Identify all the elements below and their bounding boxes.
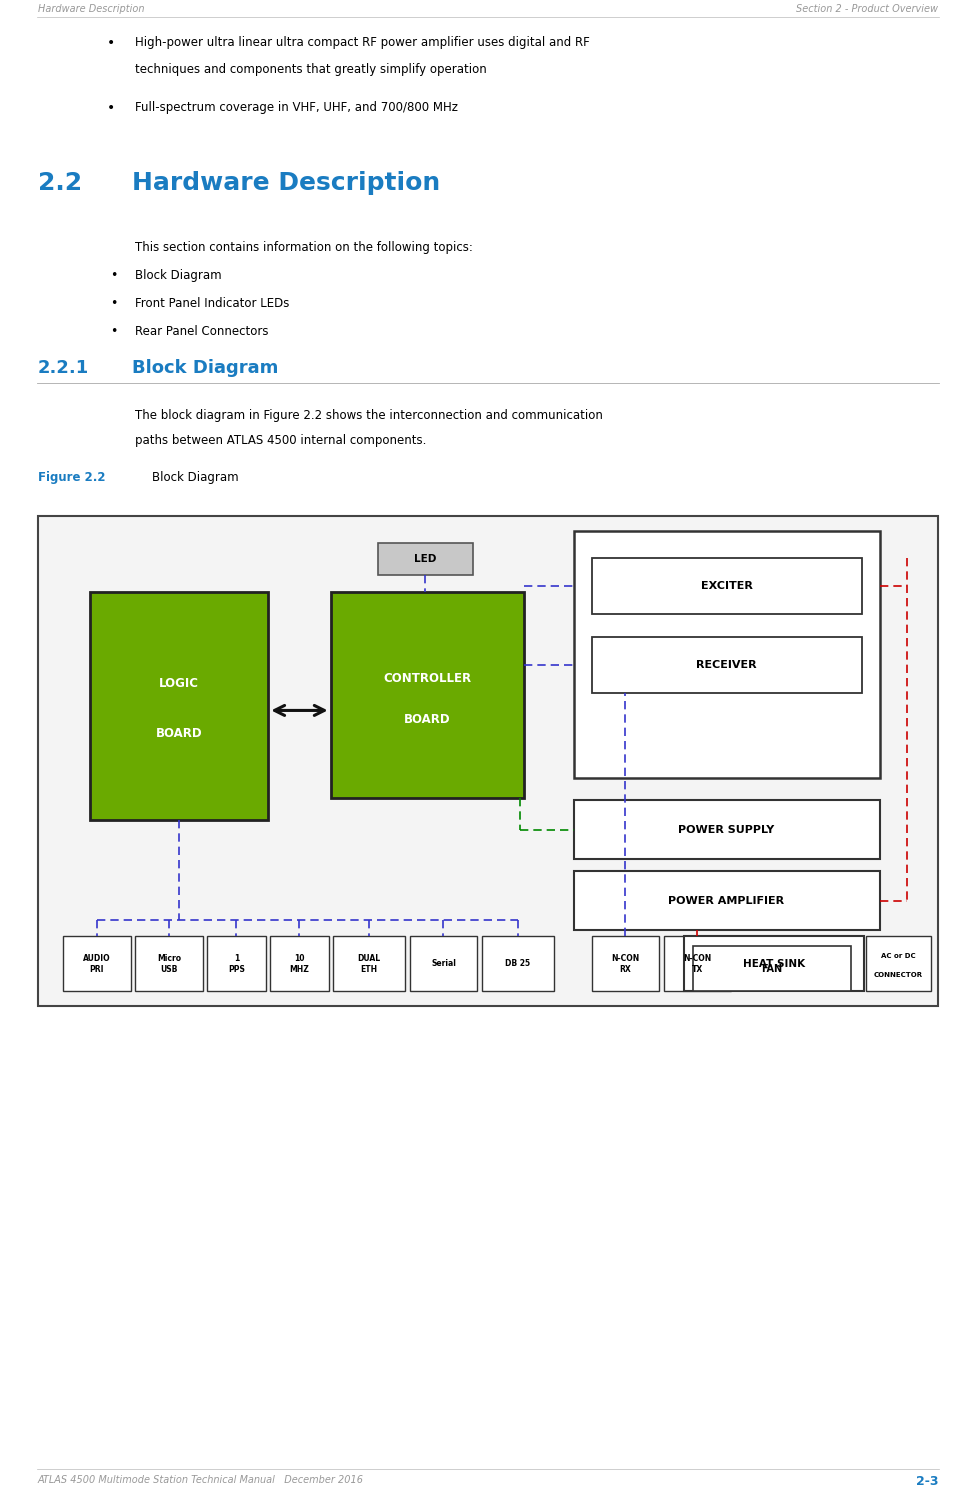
Bar: [591, 937, 659, 991]
Text: Rear Panel Connectors: Rear Panel Connectors: [135, 326, 268, 338]
Bar: [379, 543, 472, 575]
Bar: [331, 591, 524, 797]
Text: paths between ATLAS 4500 internal components.: paths between ATLAS 4500 internal compon…: [135, 434, 427, 447]
Text: RECEIVER: RECEIVER: [696, 660, 756, 671]
Bar: [574, 531, 879, 778]
Text: •: •: [110, 297, 117, 311]
Text: DUAL
ETH: DUAL ETH: [357, 955, 381, 974]
Bar: [63, 937, 131, 991]
Bar: [207, 937, 265, 991]
Text: EXCITER: EXCITER: [701, 581, 752, 591]
Bar: [38, 516, 938, 1006]
Text: Section 2 - Product Overview: Section 2 - Product Overview: [796, 5, 938, 14]
Text: POWER SUPPLY: POWER SUPPLY: [678, 824, 775, 835]
Bar: [866, 937, 931, 991]
Text: HEAT SINK: HEAT SINK: [743, 959, 805, 968]
Text: LED: LED: [414, 554, 436, 564]
Bar: [482, 937, 553, 991]
Text: Hardware Description: Hardware Description: [38, 5, 144, 14]
Text: CONNECTOR: CONNECTOR: [874, 971, 923, 977]
Text: This section contains information on the following topics:: This section contains information on the…: [135, 242, 473, 254]
Text: Hardware Description: Hardware Description: [132, 171, 440, 195]
Text: •: •: [107, 101, 115, 116]
Text: 2.2: 2.2: [38, 171, 82, 195]
Bar: [410, 937, 477, 991]
Text: AUDIO
PRI: AUDIO PRI: [83, 955, 110, 974]
Text: FAN: FAN: [761, 964, 783, 974]
Bar: [664, 937, 731, 991]
Text: techniques and components that greatly simplify operation: techniques and components that greatly s…: [135, 63, 487, 77]
Text: Block Diagram: Block Diagram: [135, 269, 222, 282]
Bar: [136, 937, 203, 991]
Text: High-power ultra linear ultra compact RF power amplifier uses digital and RF: High-power ultra linear ultra compact RF…: [135, 36, 590, 50]
Bar: [574, 800, 879, 859]
Text: 10
MHZ: 10 MHZ: [290, 955, 309, 974]
Text: LOGIC: LOGIC: [159, 677, 199, 689]
Text: Micro
USB: Micro USB: [157, 955, 181, 974]
Text: Block Diagram: Block Diagram: [132, 359, 278, 377]
Text: Block Diagram: Block Diagram: [152, 471, 238, 483]
Text: Figure 2.2: Figure 2.2: [38, 471, 105, 483]
Text: BOARD: BOARD: [156, 726, 203, 740]
Bar: [684, 937, 864, 991]
Text: •: •: [107, 36, 115, 50]
Text: N-CON
RX: N-CON RX: [611, 955, 639, 974]
Text: Full-spectrum coverage in VHF, UHF, and 700/800 MHz: Full-spectrum coverage in VHF, UHF, and …: [135, 101, 458, 114]
Text: DB 25: DB 25: [506, 959, 530, 968]
Text: 2.2.1: 2.2.1: [38, 359, 89, 377]
Text: 2-3: 2-3: [915, 1475, 938, 1487]
Text: BOARD: BOARD: [404, 713, 451, 726]
Text: POWER AMPLIFIER: POWER AMPLIFIER: [669, 896, 785, 905]
Bar: [591, 636, 862, 693]
Bar: [693, 946, 851, 991]
Text: 1
PPS: 1 PPS: [228, 955, 245, 974]
Text: Serial: Serial: [431, 959, 456, 968]
Text: ATLAS 4500 Multimode Station Technical Manual   December 2016: ATLAS 4500 Multimode Station Technical M…: [38, 1475, 364, 1484]
Bar: [333, 937, 405, 991]
Bar: [270, 937, 329, 991]
Text: •: •: [110, 326, 117, 338]
Text: AC or DC: AC or DC: [881, 953, 915, 959]
Text: N-CON
TX: N-CON TX: [683, 955, 712, 974]
Text: The block diagram in Figure 2.2 shows the interconnection and communication: The block diagram in Figure 2.2 shows th…: [135, 408, 603, 422]
Text: •: •: [110, 269, 117, 282]
Bar: [90, 591, 268, 820]
Text: Front Panel Indicator LEDs: Front Panel Indicator LEDs: [135, 297, 289, 311]
Text: CONTROLLER: CONTROLLER: [384, 672, 471, 684]
Bar: [591, 558, 862, 614]
Bar: [574, 871, 879, 931]
